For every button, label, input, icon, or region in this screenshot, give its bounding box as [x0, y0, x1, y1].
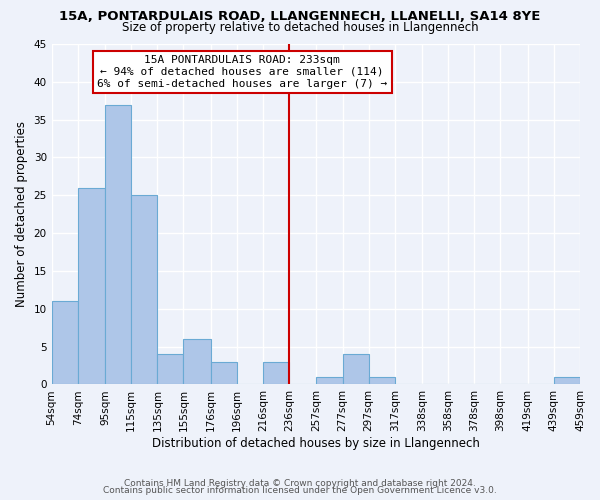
Bar — [368, 377, 395, 384]
X-axis label: Distribution of detached houses by size in Llangennech: Distribution of detached houses by size … — [152, 437, 480, 450]
Bar — [211, 362, 237, 384]
Bar — [52, 301, 78, 384]
Text: Size of property relative to detached houses in Llangennech: Size of property relative to detached ho… — [122, 21, 478, 34]
Bar — [131, 196, 157, 384]
Bar — [343, 354, 368, 384]
Y-axis label: Number of detached properties: Number of detached properties — [15, 121, 28, 307]
Text: Contains public sector information licensed under the Open Government Licence v3: Contains public sector information licen… — [103, 486, 497, 495]
Bar — [554, 377, 580, 384]
Bar — [78, 188, 105, 384]
Bar — [263, 362, 289, 384]
Text: 15A PONTARDULAIS ROAD: 233sqm
← 94% of detached houses are smaller (114)
6% of s: 15A PONTARDULAIS ROAD: 233sqm ← 94% of d… — [97, 56, 387, 88]
Bar — [316, 377, 343, 384]
Text: 15A, PONTARDULAIS ROAD, LLANGENNECH, LLANELLI, SA14 8YE: 15A, PONTARDULAIS ROAD, LLANGENNECH, LLA… — [59, 10, 541, 23]
Bar — [184, 339, 211, 384]
Bar — [157, 354, 184, 384]
Bar — [105, 104, 131, 384]
Text: Contains HM Land Registry data © Crown copyright and database right 2024.: Contains HM Land Registry data © Crown c… — [124, 478, 476, 488]
